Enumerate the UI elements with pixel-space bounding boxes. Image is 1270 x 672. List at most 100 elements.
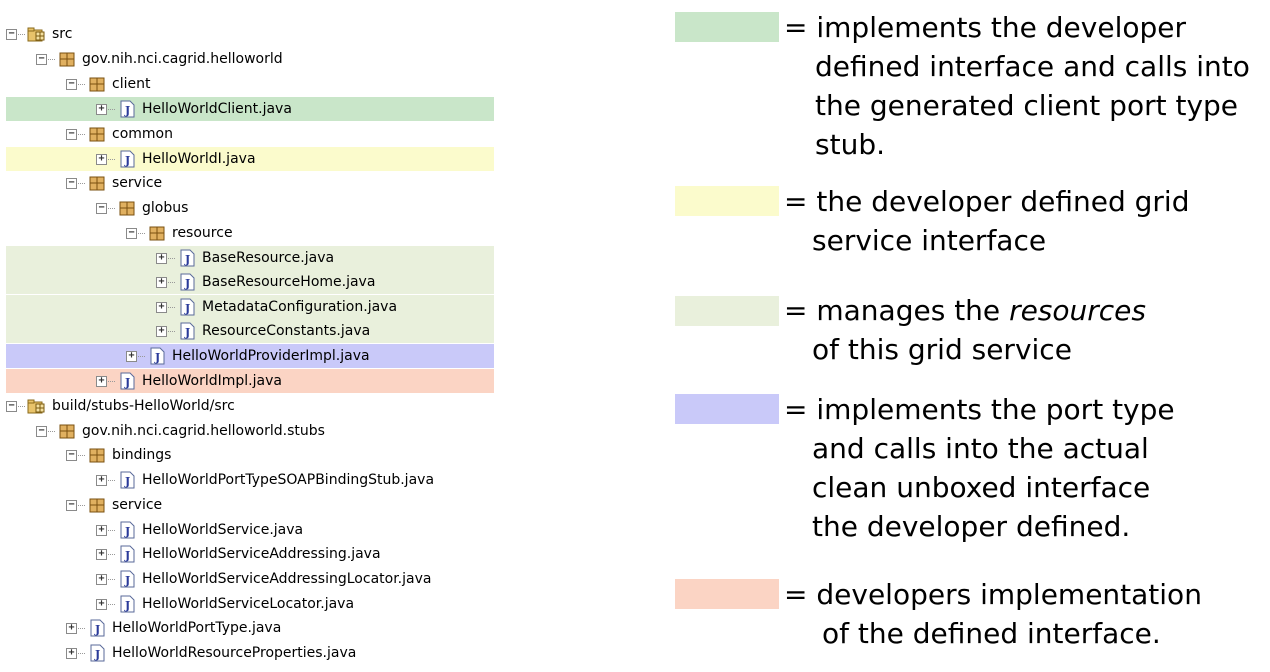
collapse-toggle[interactable]: −	[66, 128, 77, 140]
collapse-toggle[interactable]: −	[36, 53, 47, 65]
svg-text:J: J	[184, 277, 190, 290]
java-file-icon: J	[117, 100, 137, 118]
tree-node-java-file[interactable]: + J HelloWorldImpl.java	[6, 369, 494, 393]
source-folder-icon	[27, 25, 47, 43]
expand-toggle[interactable]: +	[96, 153, 107, 165]
tree-node-java-file[interactable]: + J HelloWorldServiceAddressing.java	[6, 542, 494, 566]
expand-toggle[interactable]: +	[96, 375, 107, 387]
svg-text:J: J	[184, 302, 190, 315]
tree-node-java-file[interactable]: + J ResourceConstants.java	[6, 319, 494, 343]
legend-equals: =	[784, 11, 808, 44]
expand-toggle[interactable]: +	[126, 350, 137, 362]
expand-toggle[interactable]: +	[96, 474, 107, 486]
legend-entry-yellow: = the developer defined grid	[784, 182, 1189, 221]
package-icon	[87, 125, 107, 143]
tree-node-package[interactable]: − resource	[6, 221, 494, 245]
tree-node-java-file[interactable]: + J HelloWorldService.java	[6, 518, 494, 542]
svg-text:J: J	[124, 525, 130, 538]
tree-node-java-file[interactable]: + J HelloWorldServiceAddressingLocator.j…	[6, 567, 494, 591]
tree-label: HelloWorldResourceProperties.java	[112, 645, 357, 661]
package-icon	[57, 422, 77, 440]
tree-label: HelloWorldClient.java	[142, 101, 292, 117]
tree-node-package[interactable]: − client	[6, 72, 494, 96]
expand-toggle[interactable]: +	[156, 325, 167, 337]
tree-label: BaseResource.java	[202, 250, 335, 266]
tree-node-java-file[interactable]: + J HelloWorldI.java	[6, 147, 494, 171]
tree-label: HelloWorldImpl.java	[142, 373, 282, 389]
collapse-toggle[interactable]: −	[96, 202, 107, 214]
tree-node-java-file[interactable]: + J MetadataConfiguration.java	[6, 295, 494, 319]
legend-text: the generated client port type	[815, 89, 1239, 122]
package-icon	[87, 446, 107, 464]
tree-node-java-file[interactable]: + J HelloWorldResourceProperties.java	[6, 641, 494, 665]
project-tree: − src − gov.nih.nci.cagrid.helloworld − …	[0, 0, 500, 672]
expand-toggle[interactable]: +	[66, 647, 77, 659]
svg-text:J: J	[184, 253, 190, 266]
tree-node-package[interactable]: − service	[6, 171, 494, 195]
expand-toggle[interactable]: +	[96, 548, 107, 560]
legend-text: and calls into the actual	[812, 432, 1149, 465]
expand-toggle[interactable]: +	[156, 301, 167, 313]
expand-toggle[interactable]: +	[66, 622, 77, 634]
legend-swatch-blue	[675, 394, 779, 424]
collapse-toggle[interactable]: −	[36, 425, 47, 437]
tree-node-package[interactable]: − gov.nih.nci.cagrid.helloworld.stubs	[6, 419, 494, 443]
tree-label: src	[52, 26, 73, 42]
svg-text:J: J	[124, 154, 130, 167]
tree-node-package[interactable]: − globus	[6, 196, 494, 220]
tree-label: HelloWorldServiceAddressing.java	[142, 546, 381, 562]
tree-label: HelloWorldI.java	[142, 151, 256, 167]
legend-swatch-green	[675, 12, 779, 42]
java-file-icon: J	[177, 273, 197, 291]
legend-text: implements the port type	[816, 393, 1175, 426]
tree-label: client	[112, 76, 151, 92]
legend-entry-green: = implements the developer	[784, 8, 1186, 47]
package-icon	[87, 496, 107, 514]
tree-node-java-file[interactable]: + J HelloWorldProviderImpl.java	[6, 344, 494, 368]
svg-text:J: J	[124, 104, 130, 117]
collapse-toggle[interactable]: −	[66, 78, 77, 90]
legend-entry-pale-green: = manages the resources	[784, 291, 1146, 330]
expand-toggle[interactable]: +	[156, 252, 167, 264]
java-file-icon: J	[177, 322, 197, 340]
legend-equals: =	[784, 294, 808, 327]
tree-label: HelloWorldServiceLocator.java	[142, 596, 355, 612]
tree-node-java-file[interactable]: + J HelloWorldPortTypeSOAPBindingStub.ja…	[6, 468, 494, 492]
collapse-toggle[interactable]: −	[66, 177, 77, 189]
tree-node-src[interactable]: − build/stubs-HelloWorld/src	[6, 394, 494, 418]
java-file-icon: J	[117, 471, 137, 489]
collapse-toggle[interactable]: −	[6, 28, 17, 40]
tree-node-java-file[interactable]: + J BaseResource.java	[6, 246, 494, 270]
tree-node-package[interactable]: − bindings	[6, 443, 494, 467]
package-icon	[87, 174, 107, 192]
package-icon	[87, 75, 107, 93]
tree-node-package[interactable]: − service	[6, 493, 494, 517]
tree-node-java-file[interactable]: + J HelloWorldClient.java	[6, 97, 494, 121]
expand-toggle[interactable]: +	[96, 103, 107, 115]
svg-text:J: J	[154, 351, 160, 364]
java-file-icon: J	[117, 545, 137, 563]
java-file-icon: J	[87, 644, 107, 662]
legend-swatch-pale-green	[675, 296, 779, 326]
collapse-toggle[interactable]: −	[66, 449, 77, 461]
package-icon	[117, 199, 137, 217]
tree-node-java-file[interactable]: + J BaseResourceHome.java	[6, 270, 494, 294]
expand-toggle[interactable]: +	[96, 598, 107, 610]
tree-node-src[interactable]: − src	[6, 22, 494, 46]
collapse-toggle[interactable]: −	[6, 400, 17, 412]
tree-node-java-file[interactable]: + J HelloWorldServiceLocator.java	[6, 592, 494, 616]
collapse-toggle[interactable]: −	[126, 227, 137, 239]
java-file-icon: J	[177, 298, 197, 316]
tree-node-java-file[interactable]: + J HelloWorldPortType.java	[6, 616, 494, 640]
expand-toggle[interactable]: +	[96, 524, 107, 536]
tree-label: gov.nih.nci.cagrid.helloworld.stubs	[82, 423, 325, 439]
tree-node-package[interactable]: − common	[6, 122, 494, 146]
legend-entry-blue: = implements the port type	[784, 390, 1175, 429]
tree-node-package[interactable]: − gov.nih.nci.cagrid.helloworld	[6, 47, 494, 71]
collapse-toggle[interactable]: −	[66, 499, 77, 511]
legend-equals: =	[784, 578, 808, 611]
legend-text: service interface	[812, 224, 1047, 257]
expand-toggle[interactable]: +	[96, 573, 107, 585]
expand-toggle[interactable]: +	[156, 276, 167, 288]
tree-label: build/stubs-HelloWorld/src	[52, 398, 235, 414]
